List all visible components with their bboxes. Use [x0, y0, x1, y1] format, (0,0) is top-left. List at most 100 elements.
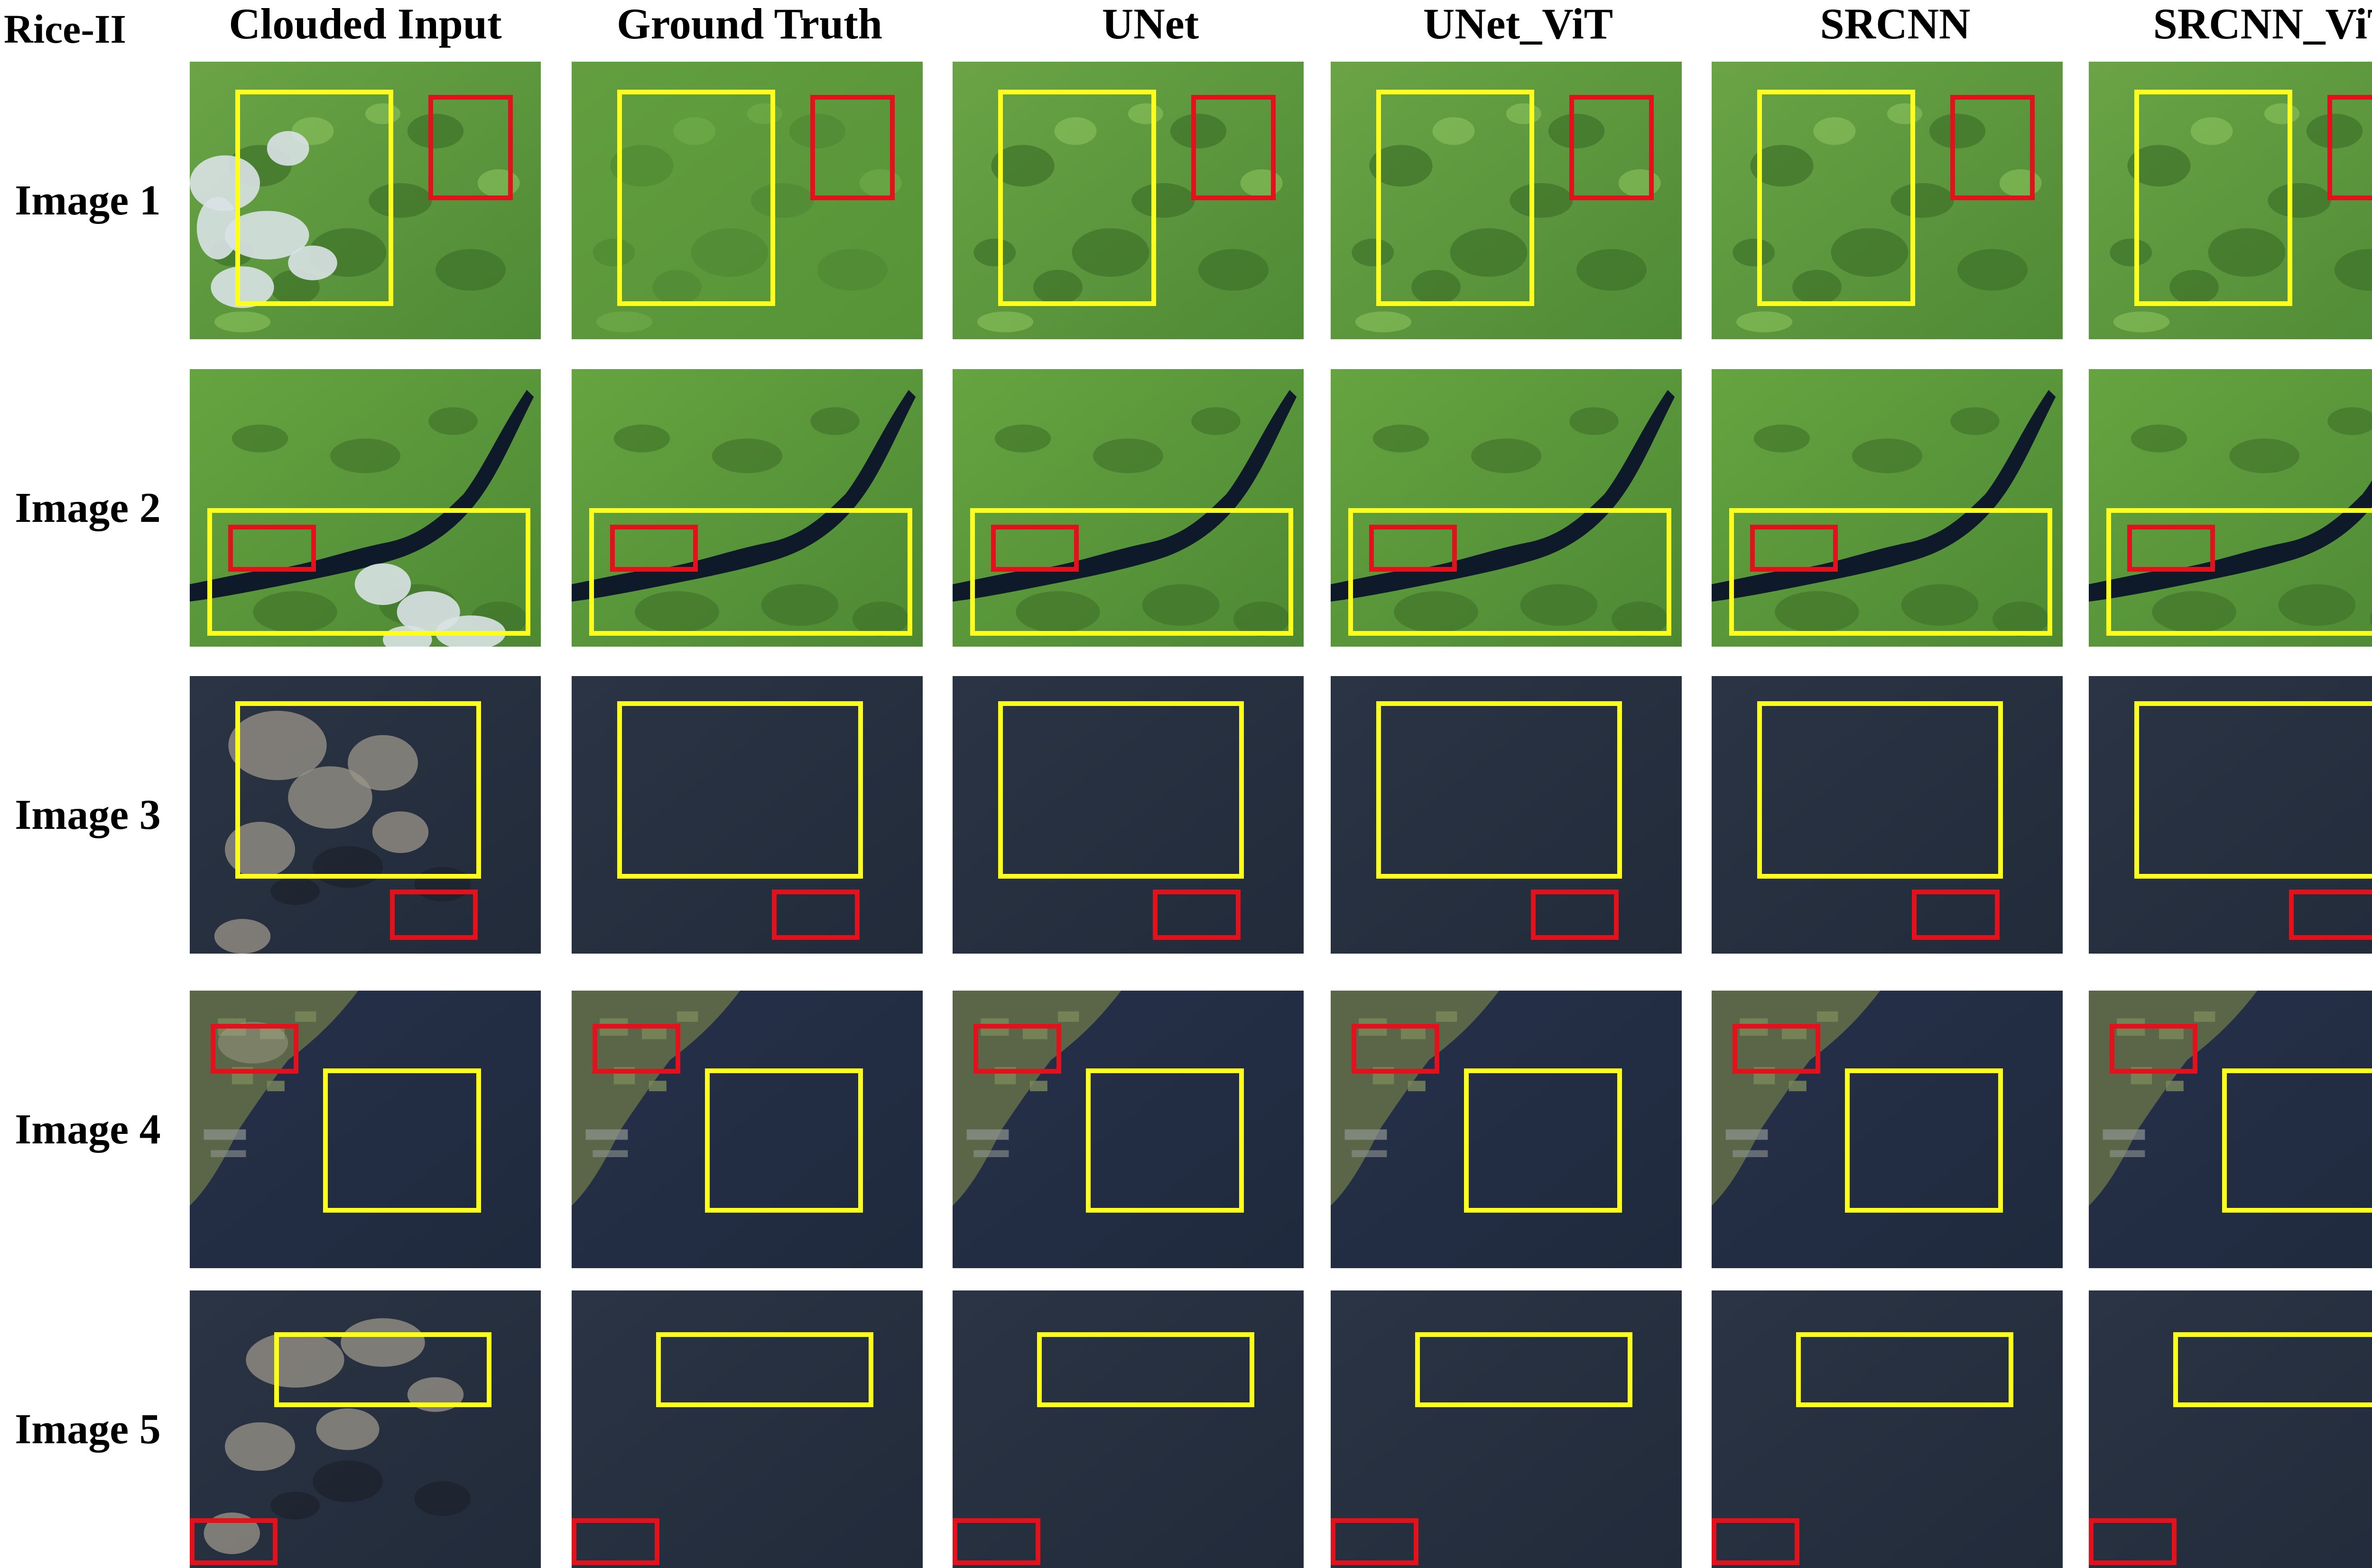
- column-header: UNet: [1102, 0, 1199, 48]
- red-highlight-box: [2110, 1024, 2198, 1074]
- image-tile: [1331, 676, 1682, 954]
- yellow-highlight-box: [2134, 701, 2372, 879]
- red-highlight-box: [1152, 890, 1241, 940]
- satellite-image: [572, 676, 923, 954]
- satellite-image: [953, 676, 1304, 954]
- image-tile: [1331, 1290, 1682, 1568]
- row-label: Image 2: [15, 484, 161, 531]
- red-highlight-box: [991, 524, 1079, 572]
- red-highlight-box: [428, 95, 513, 201]
- yellow-highlight-box: [589, 508, 912, 636]
- satellite-image: [1331, 62, 1682, 339]
- red-highlight-box: [2327, 95, 2372, 201]
- yellow-highlight-box: [207, 508, 530, 636]
- yellow-highlight-box: [1376, 701, 1622, 879]
- red-highlight-box: [2127, 524, 2215, 572]
- satellite-image: [1712, 62, 2063, 339]
- image-tile: [2089, 991, 2372, 1268]
- image-tile: [1712, 676, 2063, 954]
- image-tile: [1331, 62, 1682, 339]
- image-tile: [953, 1290, 1304, 1568]
- image-tile: [190, 676, 541, 954]
- satellite-image: [953, 62, 1304, 339]
- red-highlight-box: [593, 1024, 681, 1074]
- image-tile: [190, 1290, 541, 1568]
- yellow-highlight-box: [235, 701, 482, 879]
- column-header: UNet_ViT: [1423, 0, 1613, 48]
- red-highlight-box: [389, 890, 478, 940]
- column-header: SRCNN: [1820, 0, 1971, 48]
- satellite-image: [1331, 676, 1682, 954]
- red-highlight-box: [1369, 524, 1457, 572]
- satellite-image: [953, 991, 1304, 1268]
- image-tile: [572, 991, 923, 1268]
- red-highlight-box: [771, 890, 860, 940]
- image-tile: [953, 991, 1304, 1268]
- image-tile: [1712, 991, 2063, 1268]
- column-header: Ground Truth: [617, 0, 882, 48]
- yellow-highlight-box: [2222, 1068, 2372, 1213]
- red-highlight-box: [228, 524, 316, 572]
- image-tile: [1712, 369, 2063, 647]
- image-tile: [1331, 369, 1682, 647]
- image-tile: [953, 369, 1304, 647]
- yellow-highlight-box: [1757, 701, 2003, 879]
- image-tile: [1712, 62, 2063, 339]
- yellow-highlight-box: [1348, 508, 1671, 636]
- satellite-image: [1712, 991, 2063, 1268]
- red-highlight-box: [1530, 890, 1619, 940]
- satellite-image: [1712, 676, 2063, 954]
- red-highlight-box: [1750, 524, 1838, 572]
- red-highlight-box: [610, 524, 698, 572]
- yellow-highlight-box: [235, 89, 394, 306]
- row-label: Image 4: [15, 1105, 161, 1153]
- red-highlight-box: [211, 1024, 299, 1074]
- yellow-highlight-box: [970, 508, 1293, 636]
- red-highlight-box: [1331, 1518, 1418, 1566]
- yellow-highlight-box: [998, 89, 1157, 306]
- image-tile: [572, 1290, 923, 1568]
- yellow-highlight-box: [1757, 89, 1916, 306]
- red-highlight-box: [1950, 95, 2035, 201]
- yellow-highlight-box: [1415, 1332, 1633, 1407]
- yellow-highlight-box: [617, 701, 863, 879]
- yellow-highlight-box: [1845, 1068, 2003, 1213]
- red-highlight-box: [2089, 1518, 2177, 1566]
- yellow-highlight-box: [998, 701, 1244, 879]
- red-highlight-box: [572, 1518, 659, 1566]
- yellow-highlight-box: [617, 89, 776, 306]
- yellow-highlight-box: [705, 1068, 863, 1213]
- red-highlight-box: [1712, 1518, 1799, 1566]
- image-tile: [190, 991, 541, 1268]
- red-highlight-box: [1191, 95, 1276, 201]
- satellite-image: [190, 991, 541, 1268]
- red-highlight-box: [190, 1518, 278, 1566]
- red-highlight-box: [810, 95, 895, 201]
- red-highlight-box: [1733, 1024, 1821, 1074]
- yellow-highlight-box: [656, 1332, 874, 1407]
- image-tile: [2089, 676, 2372, 954]
- yellow-highlight-box: [1086, 1068, 1244, 1213]
- row-label: Image 5: [15, 1405, 161, 1453]
- yellow-highlight-box: [1376, 89, 1535, 306]
- row-label: Image 3: [15, 791, 161, 838]
- image-tile: [572, 62, 923, 339]
- image-tile: [2089, 369, 2372, 647]
- yellow-highlight-box: [323, 1068, 482, 1213]
- image-tile: [953, 62, 1304, 339]
- yellow-highlight-box: [2173, 1332, 2372, 1407]
- dataset-label: Rice-II: [4, 6, 126, 52]
- yellow-highlight-box: [274, 1332, 492, 1407]
- image-tile: [953, 676, 1304, 954]
- image-tile: [1331, 991, 1682, 1268]
- column-header: Clouded Input: [229, 0, 502, 48]
- row-label: Image 1: [15, 176, 161, 224]
- image-tile: [190, 369, 541, 647]
- yellow-highlight-box: [1796, 1332, 2014, 1407]
- yellow-highlight-box: [2134, 89, 2293, 306]
- satellite-image: [572, 991, 923, 1268]
- column-header: SRCNN_ViT: [2153, 0, 2372, 48]
- red-highlight-box: [953, 1518, 1040, 1566]
- image-tile: [1712, 1290, 2063, 1568]
